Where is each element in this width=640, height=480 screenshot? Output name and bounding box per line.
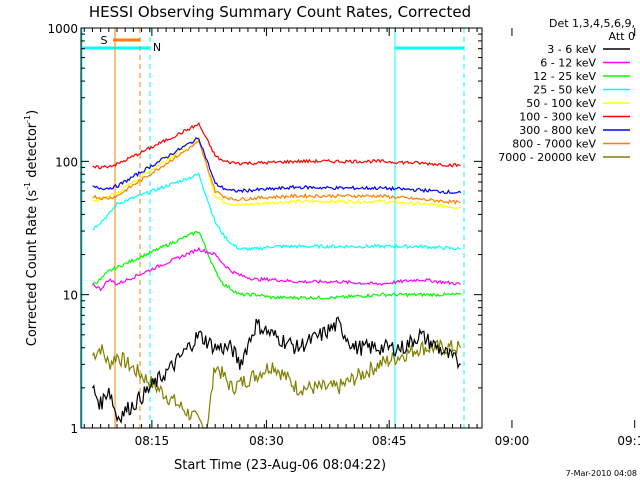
- y-tick-label: 1000: [47, 22, 78, 36]
- y-axis-label-sup-2: -1: [23, 115, 32, 123]
- y-tick-label: 1: [70, 422, 78, 436]
- legend-header-line-2: Att 0: [609, 30, 635, 43]
- series-line-5: [92, 135, 461, 209]
- plot-frame: [80, 27, 483, 429]
- legend-label: 300 - 800 keV: [519, 124, 596, 137]
- y-tick-label: 10: [63, 289, 78, 303]
- x-tick-label: 08:30: [249, 434, 284, 448]
- saa-flag-label: S: [101, 34, 108, 47]
- series-line-6: [92, 121, 461, 170]
- y-axis-label-sup-1: -1: [23, 182, 32, 190]
- series-line-4: [92, 172, 461, 252]
- y-axis-label-end: ): [25, 110, 40, 115]
- series-line-1: [91, 316, 461, 424]
- y-axis-label-mid: detector: [25, 122, 40, 182]
- series-line-2: [92, 246, 461, 292]
- series-line-8: [92, 139, 461, 206]
- legend-label: 3 - 6 keV: [547, 43, 596, 56]
- legend-label: 25 - 50 keV: [533, 84, 596, 97]
- x-tick-label: 08:15: [135, 434, 170, 448]
- chart-title: HESSI Observing Summary Count Rates, Cor…: [89, 3, 471, 21]
- series-line-3: [91, 230, 462, 301]
- legend-label: 12 - 25 keV: [533, 70, 596, 83]
- legend-label: 6 - 12 keV: [540, 57, 596, 70]
- x-tick-label: 09:15: [617, 434, 640, 448]
- x-axis-label: Start Time (23-Aug-06 08:04:22): [174, 458, 386, 473]
- y-axis-label-main: Corrected Count Rate (s: [25, 190, 40, 347]
- plot-layer: [81, 28, 465, 429]
- y-tick-label: 100: [55, 155, 78, 169]
- night-flag-label: N: [153, 41, 161, 54]
- legend-label: 50 - 100 keV: [526, 97, 596, 110]
- x-tick-label: 08:45: [372, 434, 407, 448]
- x-tick-label: 09:00: [495, 434, 530, 448]
- footer-timestamp: 7-Mar-2010 04:08: [566, 469, 637, 478]
- legend-label: 100 - 300 keV: [519, 111, 596, 124]
- legend-label: 800 - 7000 keV: [512, 138, 596, 151]
- series-line-9: [91, 338, 462, 429]
- y-axis-label: Corrected Count Rate (s-1 detector-1): [23, 110, 40, 346]
- series-line-7: [92, 136, 462, 194]
- legend-header-line-1: Det 1,3,4,5,6,9,: [549, 17, 635, 30]
- legend-label: 7000 - 20000 keV: [498, 151, 596, 164]
